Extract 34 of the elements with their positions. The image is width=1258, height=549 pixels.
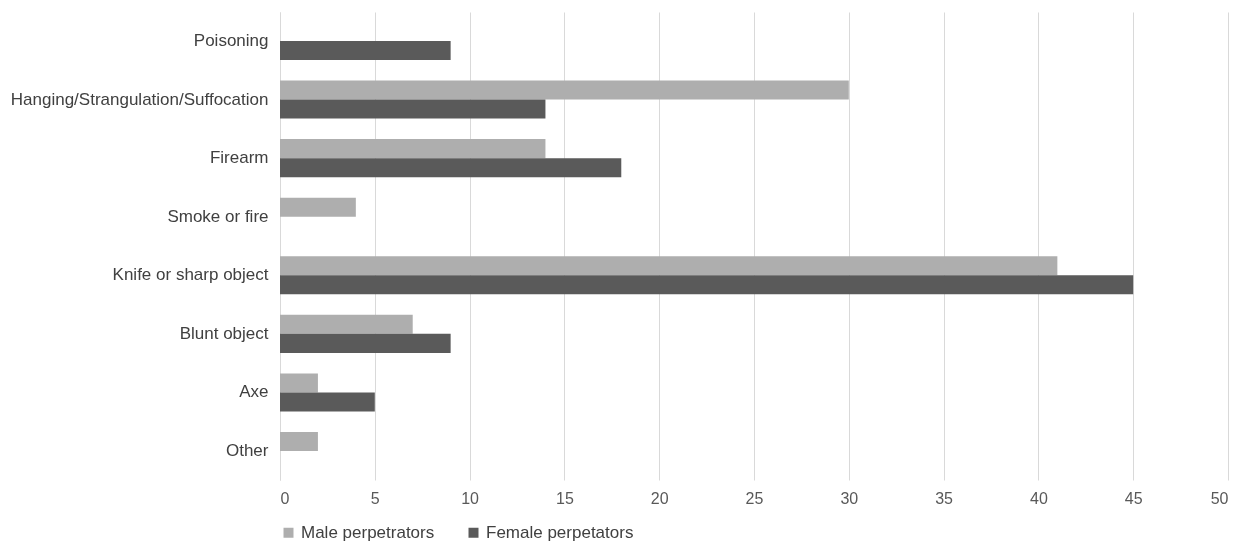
bar [280, 139, 546, 159]
x-tick-label: 40 [1030, 489, 1048, 507]
y-tick-label: Poisoning [193, 30, 269, 50]
bar [280, 197, 356, 217]
bar [280, 392, 375, 412]
x-tick-label: 15 [556, 489, 574, 507]
bar [280, 314, 413, 334]
bar [280, 256, 1058, 276]
legend-label: Male perpetrators [301, 522, 435, 542]
x-tick-label: 35 [935, 489, 954, 507]
y-tick-label: Other [225, 441, 269, 461]
x-tick-label: 30 [840, 489, 859, 507]
legend-label: Female perpetators [486, 522, 634, 542]
y-tick-label: Blunt object [179, 323, 269, 343]
x-tick-label: 45 [1124, 489, 1143, 507]
y-tick-label: Knife or sharp object [112, 265, 269, 285]
x-tick-label: 5 [370, 489, 380, 507]
y-tick-label: Hanging/Strangulation/Suffocation [10, 89, 269, 109]
bar [280, 40, 451, 61]
x-tick-label: 0 [280, 489, 290, 507]
x-tick-label: 25 [745, 489, 764, 507]
y-tick-label: Axe [239, 382, 269, 402]
bar [280, 333, 451, 353]
y-tick-label: Smoke or fire [167, 206, 269, 226]
bar [280, 373, 318, 393]
bar [280, 99, 546, 119]
bar [280, 431, 318, 452]
x-tick-label: 50 [1210, 489, 1229, 507]
bar [280, 275, 1134, 295]
x-tick-label: 20 [650, 489, 669, 507]
y-tick-label: Firearm [209, 148, 269, 168]
x-tick-label: 10 [461, 489, 480, 507]
bar [280, 158, 622, 178]
bar [280, 80, 849, 100]
